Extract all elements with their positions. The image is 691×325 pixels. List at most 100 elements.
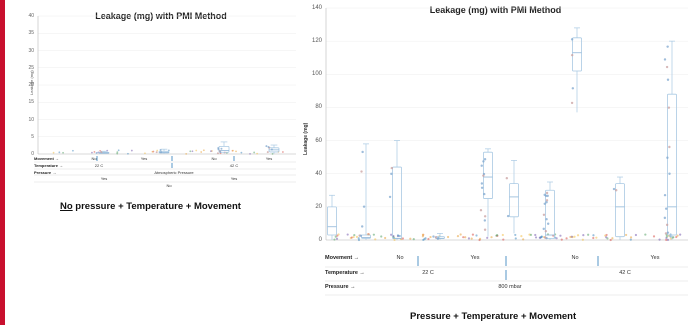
outlier-point: [666, 45, 669, 48]
y-tick-label: 120: [311, 38, 322, 45]
data-point: [200, 151, 203, 153]
outlier-point: [362, 205, 366, 208]
data-point: [409, 237, 412, 240]
y-tick-label: 100: [311, 71, 322, 78]
y-tick-label: 60: [315, 137, 322, 144]
data-point: [271, 152, 274, 155]
data-point: [576, 234, 580, 237]
right-temp-22: 22 C: [422, 270, 434, 276]
data-point: [446, 235, 450, 239]
outlier-point: [542, 213, 546, 217]
data-point: [427, 237, 430, 241]
data-point: [357, 237, 360, 240]
outlier-point: [216, 152, 219, 155]
data-point: [210, 150, 212, 153]
data-point: [93, 151, 96, 153]
data-point: [195, 149, 198, 152]
data-point: [240, 151, 243, 154]
left-movement-label: Movement →: [34, 156, 59, 161]
y-tick-label: 35: [28, 30, 34, 37]
data-point: [253, 151, 256, 154]
outlier-point: [663, 216, 667, 220]
box-10: [667, 40, 677, 240]
data-point: [658, 238, 661, 241]
outlier-point: [482, 160, 485, 163]
y-tick-label: 20: [28, 82, 34, 88]
data-point: [456, 235, 460, 238]
left-pressure-label: Pressure →: [34, 170, 57, 175]
data-point: [52, 151, 55, 154]
accent-bar: [0, 0, 5, 325]
data-point: [350, 236, 353, 239]
data-point: [592, 234, 595, 237]
data-point: [595, 236, 598, 239]
outlier-point: [544, 194, 548, 198]
data-point: [625, 233, 628, 237]
data-point: [538, 236, 541, 239]
y-tick-label: 40: [28, 13, 34, 19]
data-point: [569, 235, 572, 239]
data-point: [502, 238, 505, 241]
outlier-point: [95, 151, 98, 154]
outlier-point: [544, 229, 548, 233]
y-tick-label: 25: [28, 64, 34, 71]
data-point: [429, 235, 432, 239]
box-8: [572, 27, 582, 113]
right-movement-label: Movement →: [325, 255, 360, 261]
y-tick-label: 15: [28, 99, 34, 106]
box-5: [483, 148, 493, 237]
outlier-point: [480, 164, 483, 167]
right-movement-yes2: Yes: [650, 255, 660, 261]
data-point: [534, 236, 538, 239]
left-temperature-label: Temperature →: [34, 163, 64, 168]
outlier-point: [390, 172, 393, 176]
right-chart-title: Leakage (mg) with PMI Method: [429, 5, 562, 15]
data-point: [471, 233, 475, 236]
y-tick-label: 0: [31, 151, 34, 157]
data-point: [470, 237, 473, 240]
data-point: [421, 235, 424, 238]
outlier-point: [220, 147, 223, 150]
data-point: [587, 233, 590, 236]
data-point: [357, 238, 361, 242]
left-movement-yes1: Yes: [140, 156, 148, 161]
outlier-point: [479, 209, 483, 212]
outlier-point: [480, 186, 484, 190]
data-point: [372, 233, 375, 236]
right-pressure-value: 800 mbar: [498, 284, 522, 290]
outlier-point: [483, 228, 487, 231]
outlier-point: [663, 58, 667, 61]
data-point: [592, 236, 595, 240]
box-3: [392, 140, 402, 240]
outlier-point: [545, 201, 548, 204]
data-point: [629, 238, 632, 241]
outlier-point: [668, 172, 671, 175]
outlier-point: [570, 38, 574, 41]
outlier-point: [667, 106, 671, 109]
outlier-point: [545, 199, 549, 202]
outlier-point: [155, 151, 158, 154]
outlier-point: [360, 170, 363, 173]
data-point: [390, 233, 393, 236]
data-point: [652, 235, 656, 238]
outlier-point: [100, 151, 103, 154]
outlier-point: [265, 145, 268, 148]
data-point: [281, 151, 284, 153]
outlier-point: [361, 150, 364, 154]
data-point: [611, 237, 614, 240]
data-point: [514, 233, 517, 237]
outlier-point: [359, 234, 363, 237]
outlier-point: [483, 158, 487, 161]
left-row5-a: No: [166, 183, 172, 188]
data-point: [520, 235, 523, 238]
data-point: [58, 151, 61, 154]
box-body: [667, 93, 677, 236]
outlier-point: [480, 182, 484, 185]
data-point: [666, 238, 670, 241]
data-point: [529, 233, 533, 236]
data-point: [333, 238, 336, 241]
data-point: [522, 238, 525, 241]
data-point: [62, 151, 64, 154]
data-point: [462, 236, 465, 239]
data-point: [675, 235, 678, 239]
